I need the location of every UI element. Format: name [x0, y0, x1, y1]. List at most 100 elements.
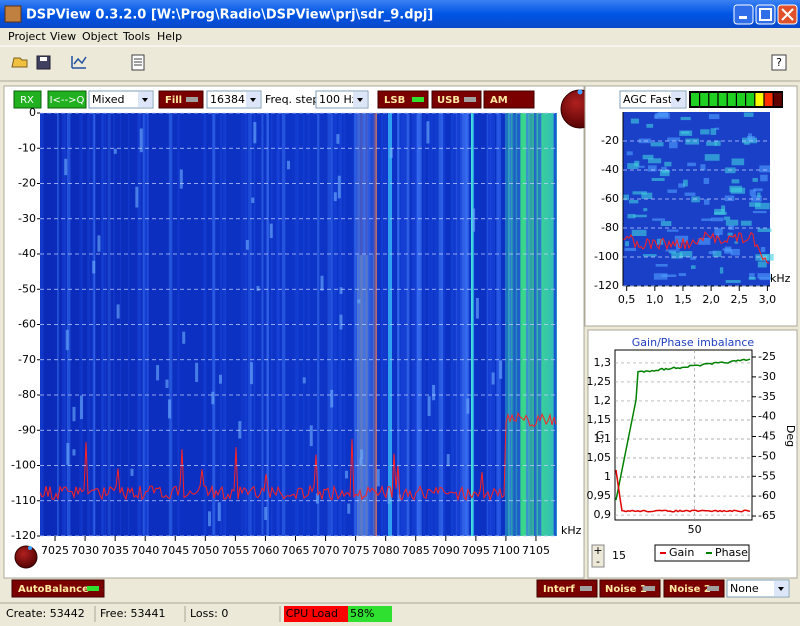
waterfall-blip: [195, 362, 199, 382]
fill-button[interactable]: [158, 90, 204, 109]
agc-select[interactable]: [619, 90, 687, 109]
right-axis-label: Deg: [784, 425, 797, 447]
waterfall-blob: [683, 179, 688, 187]
waterfall-blip: [491, 372, 495, 385]
waterfall-blob: [746, 135, 755, 142]
usb-button[interactable]: [431, 90, 482, 109]
y-tick-label: -60: [601, 192, 619, 205]
y-tick-label: -110: [11, 494, 36, 507]
am-button[interactable]: [483, 90, 535, 109]
waterfall-streak: [169, 113, 172, 536]
waterfall-blip: [432, 384, 436, 401]
waterfall-blob: [643, 208, 648, 212]
cpu-load-label: CPU Load: [286, 607, 338, 620]
autobalance-label: AutoBalance: [18, 584, 89, 595]
waterfall-streak: [253, 113, 256, 536]
status-free: Free: 53441: [100, 607, 166, 620]
lsb-label: LSB: [384, 95, 405, 106]
waterfall-blob: [752, 210, 767, 214]
noise-mode-select[interactable]: [726, 579, 790, 598]
waterfall-blob: [659, 170, 670, 177]
knob-dot: [28, 546, 32, 550]
waterfall-blob: [703, 178, 710, 185]
waterfall-blip: [446, 454, 450, 467]
waterfall-streak: [428, 113, 430, 536]
rx-button[interactable]: [13, 90, 42, 109]
waterfall-blob: [667, 229, 679, 232]
gain-knob[interactable]: [14, 545, 38, 569]
waterfall-blob: [700, 129, 710, 135]
waterfall-blob: [730, 248, 740, 256]
waterfall-blob: [664, 161, 672, 167]
waterfall-blip: [309, 425, 313, 447]
interf-button[interactable]: [536, 579, 598, 598]
menu-item[interactable]: Help: [157, 30, 182, 43]
waterfall-blob: [731, 179, 740, 184]
waterfall-blip: [264, 506, 268, 520]
y-tick-label: 1: [604, 470, 611, 483]
waterfall-streak: [79, 113, 81, 536]
waterfall-blob: [646, 123, 654, 128]
waterfall-blob: [652, 218, 666, 221]
waterfall-blob: [669, 141, 678, 149]
lsb-button[interactable]: [377, 90, 429, 109]
waterfall-streak: [177, 113, 180, 536]
menu-item[interactable]: View: [50, 30, 76, 43]
waterfall-blob: [642, 254, 657, 257]
maximize-button[interactable]: [755, 4, 776, 25]
help-button[interactable]: [771, 54, 787, 71]
waterfall-blob: [656, 238, 664, 245]
window-title: DSPView 0.3.2.0 [W:\Prog\Radio\DSPView\p…: [26, 8, 433, 23]
waterfall-blob: [729, 185, 743, 193]
iq-swap-button[interactable]: [47, 90, 87, 109]
waterfall-streak: [329, 113, 333, 536]
x-tick-label: 3,0: [759, 293, 777, 306]
waterfall-blob: [638, 165, 645, 168]
waterfall-blob: [749, 273, 755, 280]
y-tick-label: 1,2: [594, 394, 612, 407]
waterfall-blob: [631, 229, 647, 237]
autobalance-button[interactable]: [11, 579, 105, 598]
minimize-button[interactable]: [733, 4, 754, 25]
waterfall-blob: [719, 267, 724, 274]
toolbar: ?: [11, 54, 787, 71]
spectrum-trace: [39, 411, 557, 502]
spin-button[interactable]: [591, 544, 605, 568]
meter-segment: [709, 93, 718, 106]
waterfall-blob: [710, 128, 717, 135]
open-button[interactable]: [11, 57, 28, 68]
waterfall-blip: [208, 511, 212, 527]
waterfall-blob: [721, 205, 726, 212]
waterfall-blip: [357, 299, 361, 304]
waterfall-blip: [92, 260, 96, 274]
waterfall-blip: [360, 449, 364, 459]
menu-item[interactable]: Object: [82, 30, 119, 43]
waterfall-blip: [251, 197, 255, 203]
chart-button[interactable]: [71, 56, 87, 69]
menu-item[interactable]: Tools: [122, 30, 150, 43]
y-tick-label: 1,25: [587, 375, 612, 388]
y2-tick-label: -60: [758, 489, 776, 502]
noise1-button[interactable]: [599, 579, 661, 598]
help-icon: ?: [776, 56, 782, 69]
waterfall-streak: [430, 113, 434, 536]
waterfall-blob: [714, 208, 725, 215]
waterfall-blob: [650, 142, 664, 147]
close-icon: [781, 8, 794, 21]
menu-bar: [0, 28, 800, 45]
waterfall-blob: [728, 225, 735, 230]
noise1-label: Noise 1: [605, 584, 647, 595]
waterfall-blip: [156, 365, 160, 381]
x-tick-label: 7050: [191, 544, 219, 557]
waterfall-blob: [642, 154, 654, 160]
waterfall-streak: [526, 113, 530, 536]
noise2-button[interactable]: [663, 579, 725, 598]
waterfall-streak: [374, 113, 377, 536]
iq-swap-label: I<-->Q: [50, 95, 85, 106]
waterfall-blip: [64, 158, 68, 176]
waterfall-blob: [725, 279, 741, 283]
menu-item[interactable]: Project: [8, 30, 46, 43]
waterfall-streak: [219, 113, 223, 536]
mode-select[interactable]: [88, 90, 154, 109]
